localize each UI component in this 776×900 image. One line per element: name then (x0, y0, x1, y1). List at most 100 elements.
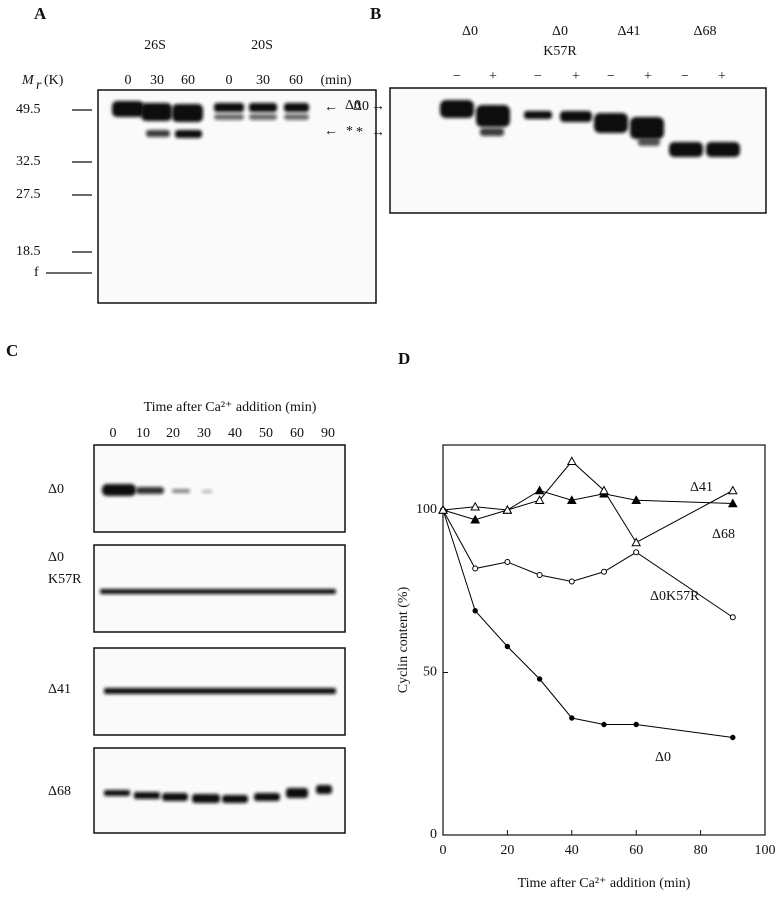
construct-label: Δ41 (617, 24, 640, 39)
construct-note: K57R (543, 44, 577, 59)
marker-dashes (46, 109, 92, 274)
lane-label: 20 (166, 426, 180, 441)
y-axis-label: Cyclin content (%) (396, 586, 411, 693)
series-label: Δ41 (690, 480, 713, 495)
lane-label: 30 (197, 426, 211, 441)
panel-a: A 26S 20S M r (K) 0 30 60 0 30 60 (min) … (16, 4, 377, 304)
lane-label: 40 (228, 426, 242, 441)
point (730, 734, 736, 741)
series-line (442, 509, 733, 738)
x-tick-label: 0 (440, 843, 447, 858)
point (470, 514, 481, 524)
band-label: * (356, 125, 363, 140)
panel-letter: D (398, 349, 410, 368)
point (566, 456, 577, 465)
construct-label: Δ0 (552, 24, 568, 39)
point (631, 537, 642, 547)
mr-symbol: M (21, 73, 35, 88)
point (504, 643, 511, 650)
point (727, 485, 738, 495)
y-tick-label: 100 (416, 502, 437, 517)
bands (440, 100, 740, 157)
construct-label: Δ68 (693, 24, 716, 39)
point (536, 676, 543, 682)
band-label: * (346, 124, 353, 139)
point (566, 495, 577, 504)
panel-b: B Δ0 Δ0 K57R Δ41 Δ68 − + − + − + − + Δ0 … (353, 4, 767, 214)
marker-label: 27.5 (16, 187, 41, 202)
bands (100, 484, 336, 803)
lane-label: 0 (110, 426, 117, 441)
lane-label: 60 (181, 73, 195, 88)
row-label: Δ0 (48, 550, 64, 565)
point (534, 485, 545, 495)
group-label: 26S (144, 38, 166, 53)
treatment-label: + (489, 69, 497, 84)
point (569, 715, 575, 721)
point (504, 559, 511, 565)
mr-unit: (K) (44, 73, 64, 88)
point (727, 498, 738, 508)
panel-d: D Time after Ca²⁺ addition (min) Cyclin … (396, 349, 691, 891)
treatment-label: − (453, 69, 461, 84)
lane-label: 10 (136, 426, 150, 441)
series-label: Δ0 (655, 750, 671, 765)
mr-subscript: r (36, 78, 42, 93)
gel (97, 89, 377, 304)
arrow: ← (324, 100, 338, 115)
point (601, 568, 607, 575)
x-tick-label: 100 (755, 843, 776, 858)
row-note: K57R (48, 572, 82, 587)
panel-letter: B (370, 4, 381, 23)
series-line (442, 509, 734, 618)
treatment-label: − (534, 69, 542, 84)
x-tick-label: 60 (629, 843, 643, 858)
lane-label: 60 (290, 426, 304, 441)
lane-label: 30 (150, 73, 164, 88)
point (536, 572, 543, 578)
point (502, 504, 513, 514)
treatment-label: − (607, 69, 615, 84)
plot-frame (442, 444, 766, 836)
treatment-label: + (572, 69, 580, 84)
series-line (442, 489, 733, 521)
series-line (442, 460, 734, 544)
point (472, 608, 478, 614)
marker-label: 18.5 (16, 244, 41, 259)
row-label: Δ0 (48, 482, 64, 497)
gel (93, 544, 346, 633)
panel-letter: A (34, 4, 47, 23)
lane-label: 50 (259, 426, 273, 441)
marker-label: 49.5 (16, 102, 41, 117)
treatment-label: + (718, 69, 726, 84)
band-label: Δ0 (345, 98, 361, 113)
lane-label: 0 (226, 73, 233, 88)
treatment-label: + (644, 69, 652, 84)
point (631, 495, 642, 504)
lane-label: 0 (125, 73, 132, 88)
construct-label: Δ0 (462, 24, 478, 39)
group-label: 20S (251, 38, 273, 53)
arrow: → (371, 125, 385, 140)
point (599, 485, 609, 495)
x-tick-label: 20 (500, 843, 514, 858)
arrow: → (371, 99, 385, 114)
point (472, 565, 479, 572)
series-label: Δ68 (712, 527, 735, 542)
band-label: Δ0 (353, 99, 369, 114)
treatment-label: − (681, 69, 689, 84)
lane-label: 60 (289, 73, 303, 88)
lane-label: 30 (256, 73, 270, 88)
bands (112, 101, 309, 138)
point (438, 504, 448, 514)
arrow: ← (324, 124, 338, 139)
point (729, 614, 736, 621)
point (601, 721, 607, 728)
x-tick-label: 80 (694, 843, 708, 858)
marker-label: f (34, 265, 39, 280)
y-tick-label: 0 (430, 827, 437, 842)
panel-letter: C (6, 341, 18, 360)
series-label: Δ0K57R (650, 589, 700, 604)
panel-title: Time after Ca²⁺ addition (min) (144, 400, 317, 415)
